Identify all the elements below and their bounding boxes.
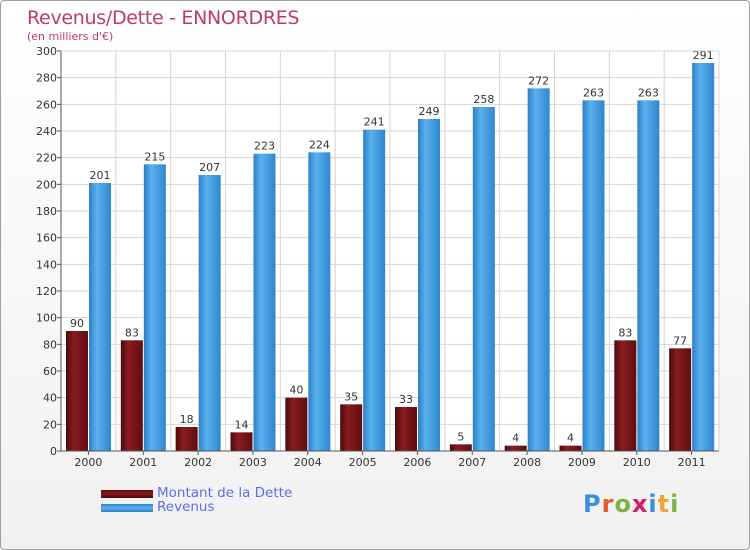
bar-revenus bbox=[472, 107, 495, 451]
bar-dette bbox=[504, 445, 527, 451]
bar-dette bbox=[559, 445, 582, 451]
data-label: 215 bbox=[144, 150, 165, 163]
y-tick-label: 160 bbox=[36, 232, 57, 245]
logo-letter: i bbox=[648, 490, 658, 518]
x-tick-label: 2008 bbox=[513, 456, 541, 469]
data-label: 83 bbox=[125, 326, 139, 339]
x-tick-label: 2001 bbox=[129, 456, 157, 469]
y-tick-label: 100 bbox=[36, 312, 57, 325]
bar-revenus bbox=[143, 164, 166, 452]
legend-swatch-revenus bbox=[101, 504, 153, 512]
bar-dette bbox=[230, 432, 253, 451]
x-tick-label: 2007 bbox=[458, 456, 486, 469]
bar-revenus bbox=[308, 152, 331, 452]
y-tick-label: 60 bbox=[43, 365, 57, 378]
logo-letter: o bbox=[614, 490, 632, 518]
logo-letter: t bbox=[657, 490, 671, 518]
bar-dette bbox=[175, 427, 198, 451]
grid bbox=[61, 50, 719, 452]
y-tick-label: 120 bbox=[36, 285, 57, 298]
data-label: 5 bbox=[457, 430, 464, 443]
logo-letter: i bbox=[670, 490, 680, 518]
data-label: 263 bbox=[583, 86, 604, 99]
x-tick-label: 2002 bbox=[184, 456, 212, 469]
chart-subtitle: (en milliers d'€) bbox=[27, 30, 114, 43]
y-tick-label: 240 bbox=[36, 125, 57, 138]
bar-revenus bbox=[363, 129, 386, 451]
y-tick-label: 180 bbox=[36, 205, 57, 218]
bar-dette bbox=[669, 348, 692, 451]
data-label: 207 bbox=[199, 161, 220, 174]
x-tick-label: 2005 bbox=[349, 456, 377, 469]
data-label: 272 bbox=[528, 74, 549, 87]
y-tick-label: 40 bbox=[43, 392, 57, 405]
data-label: 241 bbox=[364, 116, 385, 129]
y-tick-label: 200 bbox=[36, 178, 57, 191]
y-tick-label: 140 bbox=[36, 258, 57, 271]
data-label: 40 bbox=[289, 384, 303, 397]
chart-title: Revenus/Dette - ENNORDRES bbox=[27, 7, 300, 29]
data-label: 4 bbox=[567, 432, 574, 445]
bar-dette bbox=[120, 340, 143, 451]
bars: 90 201 83 215 18 207 14 223 40 224 35 241 33 249 5 258 4… bbox=[66, 49, 715, 452]
y-tick-label: 80 bbox=[43, 338, 57, 351]
data-label: 263 bbox=[638, 86, 659, 99]
x-tick-label: 2011 bbox=[678, 456, 706, 469]
logo-letter: x bbox=[631, 490, 649, 518]
data-label: 223 bbox=[254, 140, 275, 153]
x-tick-label: 2010 bbox=[623, 456, 651, 469]
bar-revenus bbox=[418, 119, 440, 451]
y-tick-label: 300 bbox=[36, 45, 57, 58]
data-label: 258 bbox=[473, 93, 494, 106]
logo-letter: P bbox=[583, 490, 602, 518]
x-tick-label: 2004 bbox=[294, 456, 322, 469]
bar-revenus bbox=[692, 63, 715, 451]
data-label: 90 bbox=[70, 317, 84, 330]
proxiti-logo: Proxiti bbox=[583, 490, 679, 518]
data-label: 33 bbox=[399, 393, 413, 406]
bar-revenus bbox=[527, 88, 550, 451]
legend-label-debt: Montant de la Dette bbox=[157, 485, 293, 501]
data-label: 4 bbox=[512, 432, 519, 445]
bar-revenus bbox=[637, 100, 660, 451]
x-tick-label: 2006 bbox=[403, 456, 431, 469]
y-tick-label: 220 bbox=[36, 152, 57, 165]
bar-dette bbox=[614, 340, 637, 451]
x-tick-label: 2000 bbox=[74, 456, 102, 469]
data-label: 35 bbox=[344, 390, 358, 403]
bar-revenus bbox=[253, 153, 276, 451]
y-tick-label: 20 bbox=[43, 418, 57, 431]
y-tick-label: 260 bbox=[36, 98, 57, 111]
x-tick-label: 2009 bbox=[568, 456, 596, 469]
bar-dette bbox=[285, 397, 308, 451]
bar-revenus bbox=[198, 175, 221, 451]
data-label: 224 bbox=[309, 138, 330, 151]
data-label: 249 bbox=[419, 105, 440, 118]
data-label: 18 bbox=[180, 413, 194, 426]
data-label: 14 bbox=[235, 418, 249, 431]
bar-revenus bbox=[89, 183, 111, 451]
bar-dette bbox=[395, 407, 417, 451]
logo-letter: r bbox=[601, 490, 615, 518]
data-label: 201 bbox=[90, 169, 111, 182]
y-tick-label: 0 bbox=[50, 445, 57, 458]
x-tick-label: 2003 bbox=[239, 456, 267, 469]
data-label: 83 bbox=[618, 326, 632, 339]
bar-dette bbox=[340, 404, 363, 451]
bar-dette bbox=[66, 331, 88, 451]
data-label: 77 bbox=[673, 334, 687, 347]
legend-swatch-debt bbox=[101, 490, 153, 498]
bar-revenus bbox=[582, 100, 605, 451]
y-tick-label: 280 bbox=[36, 72, 57, 85]
legend-label-revenus: Revenus bbox=[157, 499, 215, 515]
axes: 0 20 40 60 80 100 120 140 160 180 200 220 240 260 280 3… bbox=[36, 45, 720, 469]
bar-dette bbox=[449, 444, 472, 451]
data-label: 291 bbox=[693, 49, 714, 62]
